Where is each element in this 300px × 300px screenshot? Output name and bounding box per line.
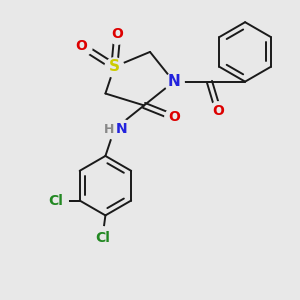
Text: S: S — [109, 59, 120, 74]
Text: Cl: Cl — [95, 231, 110, 245]
Text: Cl: Cl — [49, 194, 63, 208]
Text: O: O — [76, 39, 88, 53]
Text: H: H — [104, 123, 114, 136]
Text: O: O — [212, 104, 224, 118]
Text: N: N — [167, 74, 180, 89]
Text: O: O — [168, 110, 180, 124]
Text: N: N — [116, 122, 128, 136]
Text: O: O — [111, 27, 123, 41]
